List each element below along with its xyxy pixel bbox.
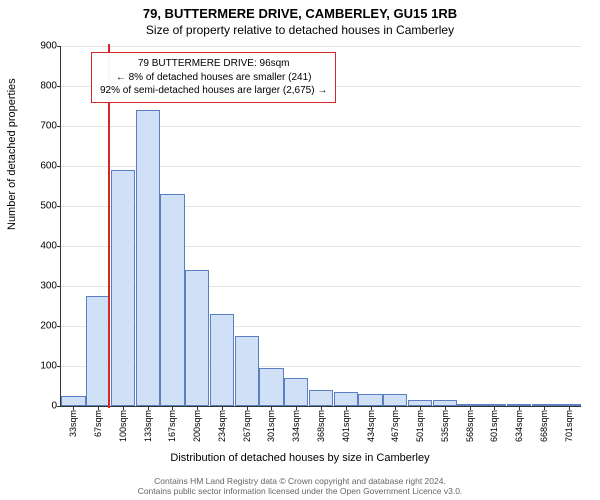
histogram-bar bbox=[507, 404, 531, 406]
histogram-bar bbox=[556, 404, 580, 406]
histogram-bar bbox=[457, 404, 481, 406]
histogram-bar bbox=[358, 394, 382, 406]
histogram-bar bbox=[111, 170, 135, 406]
x-tick-label: 267sqm bbox=[242, 410, 252, 442]
x-tick-label: 467sqm bbox=[390, 410, 400, 442]
x-tick-label: 67sqm bbox=[93, 410, 103, 437]
histogram-bar bbox=[160, 194, 184, 406]
footer-line-2: Contains public sector information licen… bbox=[0, 486, 600, 497]
x-tick-label: 501sqm bbox=[415, 410, 425, 442]
y-tick-label: 0 bbox=[51, 401, 61, 412]
x-tick-label: 434sqm bbox=[366, 410, 376, 442]
x-tick-label: 401sqm bbox=[341, 410, 351, 442]
histogram-bar bbox=[61, 396, 85, 406]
x-tick-label: 368sqm bbox=[316, 410, 326, 442]
x-tick-label: 634sqm bbox=[514, 410, 524, 442]
x-tick-label: 33sqm bbox=[68, 410, 78, 437]
y-tick-label: 100 bbox=[40, 361, 61, 372]
histogram-bar bbox=[482, 404, 506, 406]
y-tick-label: 800 bbox=[40, 81, 61, 92]
histogram-bar bbox=[259, 368, 283, 406]
x-tick-label: 535sqm bbox=[440, 410, 450, 442]
histogram-bar bbox=[235, 336, 259, 406]
x-tick-label: 301sqm bbox=[266, 410, 276, 442]
y-tick-label: 500 bbox=[40, 201, 61, 212]
histogram-bar bbox=[532, 404, 556, 406]
y-tick-label: 900 bbox=[40, 41, 61, 52]
info-line-3: 92% of semi-detached houses are larger (… bbox=[100, 84, 327, 98]
y-tick-label: 600 bbox=[40, 161, 61, 172]
x-tick-label: 200sqm bbox=[192, 410, 202, 442]
x-tick-label: 568sqm bbox=[465, 410, 475, 442]
x-axis-label: Distribution of detached houses by size … bbox=[0, 452, 600, 464]
chart-title-main: 79, BUTTERMERE DRIVE, CAMBERLEY, GU15 1R… bbox=[0, 0, 600, 21]
footer-line-1: Contains HM Land Registry data © Crown c… bbox=[0, 476, 600, 487]
info-line-1: 79 BUTTERMERE DRIVE: 96sqm bbox=[100, 57, 327, 71]
histogram-bar bbox=[284, 378, 308, 406]
histogram-bar bbox=[334, 392, 358, 406]
x-tick-label: 234sqm bbox=[217, 410, 227, 442]
y-tick-label: 700 bbox=[40, 121, 61, 132]
histogram-bar bbox=[383, 394, 407, 406]
histogram-bar bbox=[86, 296, 110, 406]
x-tick-label: 133sqm bbox=[143, 410, 153, 442]
info-box: 79 BUTTERMERE DRIVE: 96sqm ← 8% of detac… bbox=[91, 52, 336, 103]
x-tick-label: 167sqm bbox=[167, 410, 177, 442]
plot-area: 79 BUTTERMERE DRIVE: 96sqm ← 8% of detac… bbox=[60, 46, 581, 407]
chart-title-sub: Size of property relative to detached ho… bbox=[0, 23, 600, 37]
x-tick-label: 100sqm bbox=[118, 410, 128, 442]
info-line-2: ← 8% of detached houses are smaller (241… bbox=[100, 71, 327, 85]
histogram-bar bbox=[210, 314, 234, 406]
histogram-bar bbox=[136, 110, 160, 406]
x-tick-label: 334sqm bbox=[291, 410, 301, 442]
x-tick-label: 668sqm bbox=[539, 410, 549, 442]
y-axis-label: Number of detached properties bbox=[6, 78, 18, 230]
x-tick-label: 601sqm bbox=[489, 410, 499, 442]
y-tick-label: 200 bbox=[40, 321, 61, 332]
x-tick-label: 701sqm bbox=[564, 410, 574, 442]
histogram-bar bbox=[433, 400, 457, 406]
footer: Contains HM Land Registry data © Crown c… bbox=[0, 476, 600, 497]
histogram-bar bbox=[185, 270, 209, 406]
histogram-bar bbox=[309, 390, 333, 406]
histogram-bar bbox=[408, 400, 432, 406]
y-tick-label: 400 bbox=[40, 241, 61, 252]
y-tick-label: 300 bbox=[40, 281, 61, 292]
